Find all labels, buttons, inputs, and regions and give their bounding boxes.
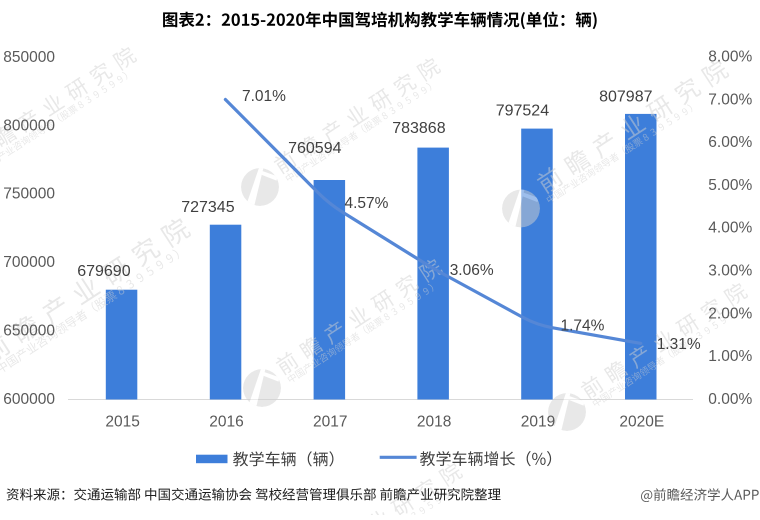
svg-text:6.00%: 6.00% (708, 134, 752, 151)
svg-text:783868: 783868 (392, 120, 445, 137)
svg-text:2018: 2018 (417, 413, 451, 430)
svg-text:650000: 650000 (3, 322, 55, 339)
svg-text:850000: 850000 (3, 49, 55, 66)
svg-text:760594: 760594 (288, 140, 341, 157)
svg-text:2017: 2017 (313, 413, 347, 430)
svg-text:797524: 797524 (496, 102, 549, 119)
svg-text:800000: 800000 (3, 117, 55, 134)
svg-text:2020E: 2020E (619, 413, 664, 430)
svg-text:3.00%: 3.00% (708, 263, 752, 280)
svg-text:2019: 2019 (521, 413, 555, 430)
svg-text:7.00%: 7.00% (708, 91, 752, 108)
svg-text:1.31%: 1.31% (657, 336, 701, 353)
svg-text:7.01%: 7.01% (242, 88, 286, 105)
svg-text:0.00%: 0.00% (708, 391, 752, 408)
svg-text:2015: 2015 (105, 413, 139, 430)
svg-text:2016: 2016 (209, 413, 243, 430)
svg-text:8.00%: 8.00% (708, 49, 752, 66)
svg-text:600000: 600000 (3, 391, 55, 408)
svg-text:807987: 807987 (599, 88, 652, 105)
svg-text:700000: 700000 (3, 254, 55, 271)
svg-text:1.00%: 1.00% (708, 348, 752, 365)
svg-text:2.00%: 2.00% (708, 305, 752, 322)
svg-text:5.00%: 5.00% (708, 177, 752, 194)
svg-text:4.57%: 4.57% (345, 195, 389, 212)
svg-text:3.06%: 3.06% (450, 262, 494, 279)
svg-text:727345: 727345 (181, 199, 234, 216)
svg-text:4.00%: 4.00% (708, 220, 752, 237)
svg-text:679690: 679690 (77, 263, 130, 280)
svg-text:750000: 750000 (3, 186, 55, 203)
svg-text:1.74%: 1.74% (561, 318, 605, 335)
